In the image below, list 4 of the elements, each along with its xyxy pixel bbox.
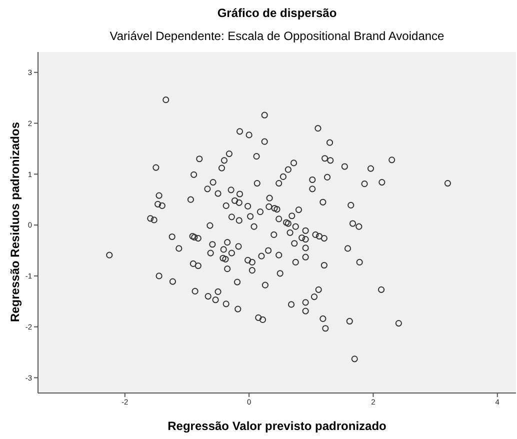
x-axis-title: Regressão Valor previsto padronizado (166, 419, 388, 433)
y-axis-title: Regressão Residuos padronizados (7, 120, 23, 324)
chart-subtitle: Variável Dependente: Escala de Oppositional Brand Avoidance (108, 29, 446, 43)
chart-title: Gráfico de dispersão (216, 6, 338, 20)
